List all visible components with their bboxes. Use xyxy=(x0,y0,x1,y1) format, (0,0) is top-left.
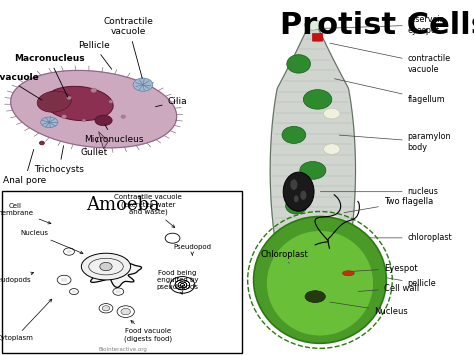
Circle shape xyxy=(62,115,66,119)
Text: Food being
engulfed by
pseudopods: Food being engulfed by pseudopods xyxy=(156,270,199,294)
Text: Food vacuole
(digests food): Food vacuole (digests food) xyxy=(124,321,172,342)
Polygon shape xyxy=(85,256,142,287)
FancyBboxPatch shape xyxy=(2,191,242,353)
Text: Eyespot: Eyespot xyxy=(351,264,418,273)
Polygon shape xyxy=(99,132,109,149)
Circle shape xyxy=(102,306,110,311)
Circle shape xyxy=(109,100,113,103)
Text: BioInteractive.org: BioInteractive.org xyxy=(99,347,148,352)
Circle shape xyxy=(39,141,45,145)
Text: Pseudopods: Pseudopods xyxy=(0,272,34,283)
FancyBboxPatch shape xyxy=(312,33,323,41)
Ellipse shape xyxy=(323,108,340,119)
Text: Contractile vacuole
(excretes water
and waste): Contractile vacuole (excretes water and … xyxy=(114,194,182,228)
Circle shape xyxy=(64,248,74,255)
Ellipse shape xyxy=(267,231,373,335)
Text: Amoeba: Amoeba xyxy=(86,197,160,214)
Text: flagellum: flagellum xyxy=(335,79,446,104)
Text: Macronucleus: Macronucleus xyxy=(14,54,84,97)
Ellipse shape xyxy=(323,215,340,225)
Ellipse shape xyxy=(82,253,131,280)
Ellipse shape xyxy=(342,271,354,276)
Ellipse shape xyxy=(254,217,386,343)
Text: Chloroplast: Chloroplast xyxy=(261,250,309,263)
Circle shape xyxy=(67,96,71,99)
Circle shape xyxy=(117,306,134,317)
Circle shape xyxy=(170,277,195,293)
Circle shape xyxy=(57,275,71,285)
Ellipse shape xyxy=(41,117,58,127)
Circle shape xyxy=(165,233,180,243)
Circle shape xyxy=(91,88,97,93)
Ellipse shape xyxy=(282,126,306,143)
Polygon shape xyxy=(270,21,356,320)
Circle shape xyxy=(113,288,124,295)
Circle shape xyxy=(61,278,67,282)
Text: Cilia: Cilia xyxy=(155,97,187,106)
Text: Pellicle: Pellicle xyxy=(78,41,112,69)
Text: Anal pore: Anal pore xyxy=(3,149,46,185)
Ellipse shape xyxy=(285,266,307,281)
Text: Nucleus: Nucleus xyxy=(330,302,408,316)
Circle shape xyxy=(72,290,76,293)
Text: Food vacuole: Food vacuole xyxy=(0,73,42,100)
Text: Trichocysts: Trichocysts xyxy=(34,146,84,174)
Text: chloroplast: chloroplast xyxy=(320,233,452,242)
Text: Cytoplasm: Cytoplasm xyxy=(0,299,52,341)
Text: Gullet: Gullet xyxy=(80,138,107,157)
Text: contractile
vacuole: contractile vacuole xyxy=(330,43,451,73)
Text: reservoir
eyespot: reservoir eyespot xyxy=(325,15,444,34)
Ellipse shape xyxy=(319,251,335,261)
Text: nucleus: nucleus xyxy=(320,187,438,196)
Ellipse shape xyxy=(300,229,326,247)
Circle shape xyxy=(290,179,298,190)
Text: paramylon
body: paramylon body xyxy=(339,132,451,152)
Circle shape xyxy=(100,262,112,271)
Text: Micronucleus: Micronucleus xyxy=(83,125,143,144)
Ellipse shape xyxy=(305,291,325,302)
Text: Pseudopod: Pseudopod xyxy=(173,244,211,255)
Text: Contractile
vacuole: Contractile vacuole xyxy=(103,17,153,78)
Circle shape xyxy=(294,195,299,202)
Text: Cell wall: Cell wall xyxy=(358,284,419,293)
Ellipse shape xyxy=(37,91,71,112)
Ellipse shape xyxy=(303,89,332,109)
Ellipse shape xyxy=(304,20,321,30)
Circle shape xyxy=(70,289,78,295)
Ellipse shape xyxy=(287,55,310,73)
Circle shape xyxy=(66,250,72,253)
Ellipse shape xyxy=(45,86,113,121)
Circle shape xyxy=(82,119,85,122)
Text: pellicle: pellicle xyxy=(344,270,436,289)
Text: Protist Cells: Protist Cells xyxy=(280,11,474,40)
Circle shape xyxy=(99,304,113,313)
Circle shape xyxy=(121,308,130,315)
Ellipse shape xyxy=(133,78,153,91)
Text: Two flagella: Two flagella xyxy=(344,197,433,213)
Ellipse shape xyxy=(285,198,307,214)
Circle shape xyxy=(121,115,126,118)
Polygon shape xyxy=(11,70,177,148)
Ellipse shape xyxy=(283,172,314,211)
Ellipse shape xyxy=(323,144,340,154)
Circle shape xyxy=(116,290,121,294)
Ellipse shape xyxy=(300,162,326,179)
Text: Nucleus: Nucleus xyxy=(20,230,83,254)
Circle shape xyxy=(301,191,306,200)
Text: Cell
membrane: Cell membrane xyxy=(0,203,51,224)
Ellipse shape xyxy=(95,115,112,126)
